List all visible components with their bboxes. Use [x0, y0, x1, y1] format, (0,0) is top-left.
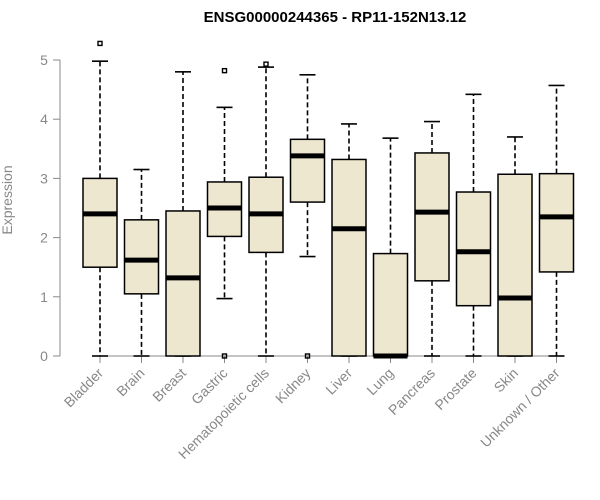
chart-title: ENSG00000244365 - RP11-152N13.12: [204, 9, 467, 26]
x-tick-label: Liver: [322, 365, 355, 398]
y-tick-label: 2: [40, 230, 48, 246]
box-group: [206, 67, 243, 359]
box: [82, 177, 118, 268]
x-tick-label: Prostate: [431, 365, 479, 413]
x-tick-label: Bladder: [61, 365, 107, 411]
outlier-point: [304, 353, 311, 359]
box: [497, 173, 533, 357]
outlier-point: [221, 67, 228, 74]
box-group: [289, 74, 326, 359]
x-tick-label: Lung: [363, 365, 396, 398]
outlier-point: [97, 40, 103, 47]
outlier-point: [263, 61, 269, 67]
x-tick-label: Breast: [149, 365, 189, 405]
box-group: [331, 123, 367, 357]
y-tick-label: 5: [40, 52, 48, 68]
box-group: [248, 61, 284, 357]
box-group: [123, 168, 160, 357]
box-group: [82, 40, 118, 357]
box: [289, 138, 326, 203]
box: [123, 219, 160, 295]
box: [414, 152, 450, 282]
box-group: [165, 71, 201, 357]
x-tick-label: Kidney: [272, 365, 314, 407]
y-axis-label: Expression: [0, 165, 15, 234]
box-group: [372, 137, 409, 359]
x-tick-label: Brain: [113, 365, 147, 399]
box: [165, 210, 201, 357]
box-group: [414, 120, 450, 357]
box: [331, 158, 367, 357]
box: [455, 191, 492, 307]
box: [538, 172, 575, 273]
box: [372, 252, 409, 357]
boxes: [82, 40, 575, 359]
box-group: [455, 93, 492, 357]
box-group: [538, 84, 575, 357]
box-group: [497, 136, 533, 357]
y-tick-label: 4: [40, 111, 48, 127]
y-tick-label: 0: [40, 348, 48, 364]
y-tick-label: 1: [40, 289, 48, 305]
outlier-point: [221, 353, 228, 359]
y-tick-label: 3: [40, 170, 48, 186]
x-tick-label: Unknown / Other: [477, 365, 563, 451]
x-tick-label: Skin: [491, 365, 522, 396]
